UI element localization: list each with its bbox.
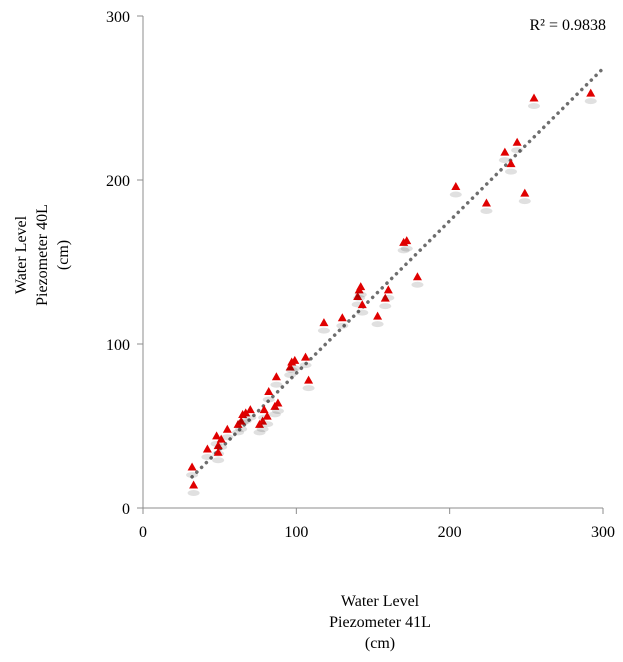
data-point (354, 282, 367, 298)
data-point (382, 285, 395, 301)
x-tick-label: 300 (591, 524, 615, 541)
x-axis-title-line-2: Piezometer 41L (329, 614, 431, 631)
y-tick-label: 300 (106, 9, 130, 26)
data-point (262, 387, 275, 403)
trendline (190, 66, 605, 479)
x-axis-title-line-1: Water Level (341, 593, 420, 610)
y-axis-title-line-1: Water Level (13, 215, 30, 294)
data-point (498, 147, 511, 164)
data-point (584, 88, 597, 105)
data-point (379, 293, 392, 310)
data-point (288, 355, 301, 372)
data-point (411, 272, 424, 288)
y-axis-title-line-3: (cm) (55, 240, 72, 270)
data-point (511, 137, 524, 154)
data-point (271, 398, 284, 415)
data-point (261, 411, 274, 428)
y-axis-title: Water Level Piezometer 40L (cm) (13, 204, 72, 306)
y-tick-label: 200 (106, 173, 130, 190)
axes: 0 100 200 300 0 100 200 300 (106, 9, 615, 541)
x-tick-label: 100 (284, 524, 308, 541)
data-point (186, 462, 199, 478)
axis-ticks: 0 100 200 300 0 100 200 300 (106, 9, 615, 541)
x-tick-label: 200 (438, 524, 462, 541)
data-point (284, 362, 297, 378)
data-point (270, 372, 283, 388)
data-point (299, 352, 312, 369)
y-tick-label: 0 (122, 501, 130, 518)
y-tick-label: 100 (106, 337, 130, 354)
data-point (221, 424, 234, 441)
data-point (239, 408, 252, 424)
data-point (215, 434, 228, 451)
data-point (505, 159, 517, 175)
data-point (235, 416, 248, 433)
data-point (212, 447, 225, 464)
data-point (518, 188, 531, 205)
data-point (244, 405, 257, 421)
data-points (186, 88, 597, 497)
data-point (187, 480, 200, 497)
r-squared-label: R² = 0.9838 (530, 17, 607, 34)
x-axis-title-line-3: (cm) (365, 635, 395, 652)
y-axis-title-line-2: Piezometer 40L (34, 204, 51, 306)
x-axis-title: Water Level Piezometer 41L (cm) (329, 593, 431, 652)
data-point (336, 313, 349, 329)
data-point (400, 236, 413, 252)
data-point (356, 300, 369, 316)
data-point (449, 182, 462, 198)
data-point (528, 93, 540, 109)
data-point (317, 318, 330, 334)
data-point (480, 198, 493, 214)
data-point (256, 416, 269, 433)
x-tick-label: 0 (139, 524, 147, 541)
data-point (302, 375, 315, 392)
data-point (201, 444, 214, 460)
data-point (371, 311, 384, 328)
